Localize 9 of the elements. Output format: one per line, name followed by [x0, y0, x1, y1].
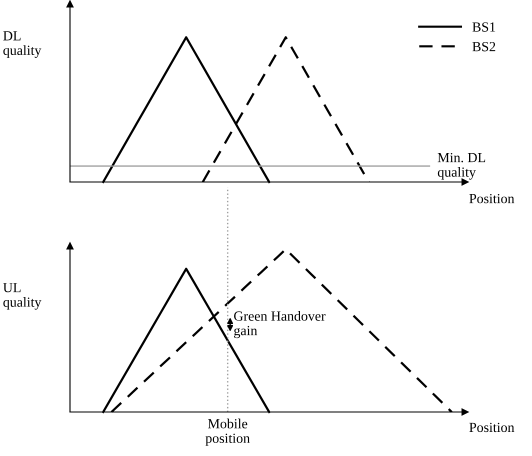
annotation: Green Handover gain	[234, 310, 326, 338]
legend-label: BS2	[472, 42, 496, 52]
text: Mobile position	[206, 418, 250, 446]
x-axis-title: Position	[469, 422, 514, 432]
y-axis-title: UL quality	[3, 283, 42, 310]
x-axis-title: Position	[469, 194, 514, 204]
legend-label: BS1	[472, 22, 496, 32]
y-axis-title: DL quality	[3, 31, 42, 58]
ref-line-label: Min. DL quality	[438, 152, 486, 180]
